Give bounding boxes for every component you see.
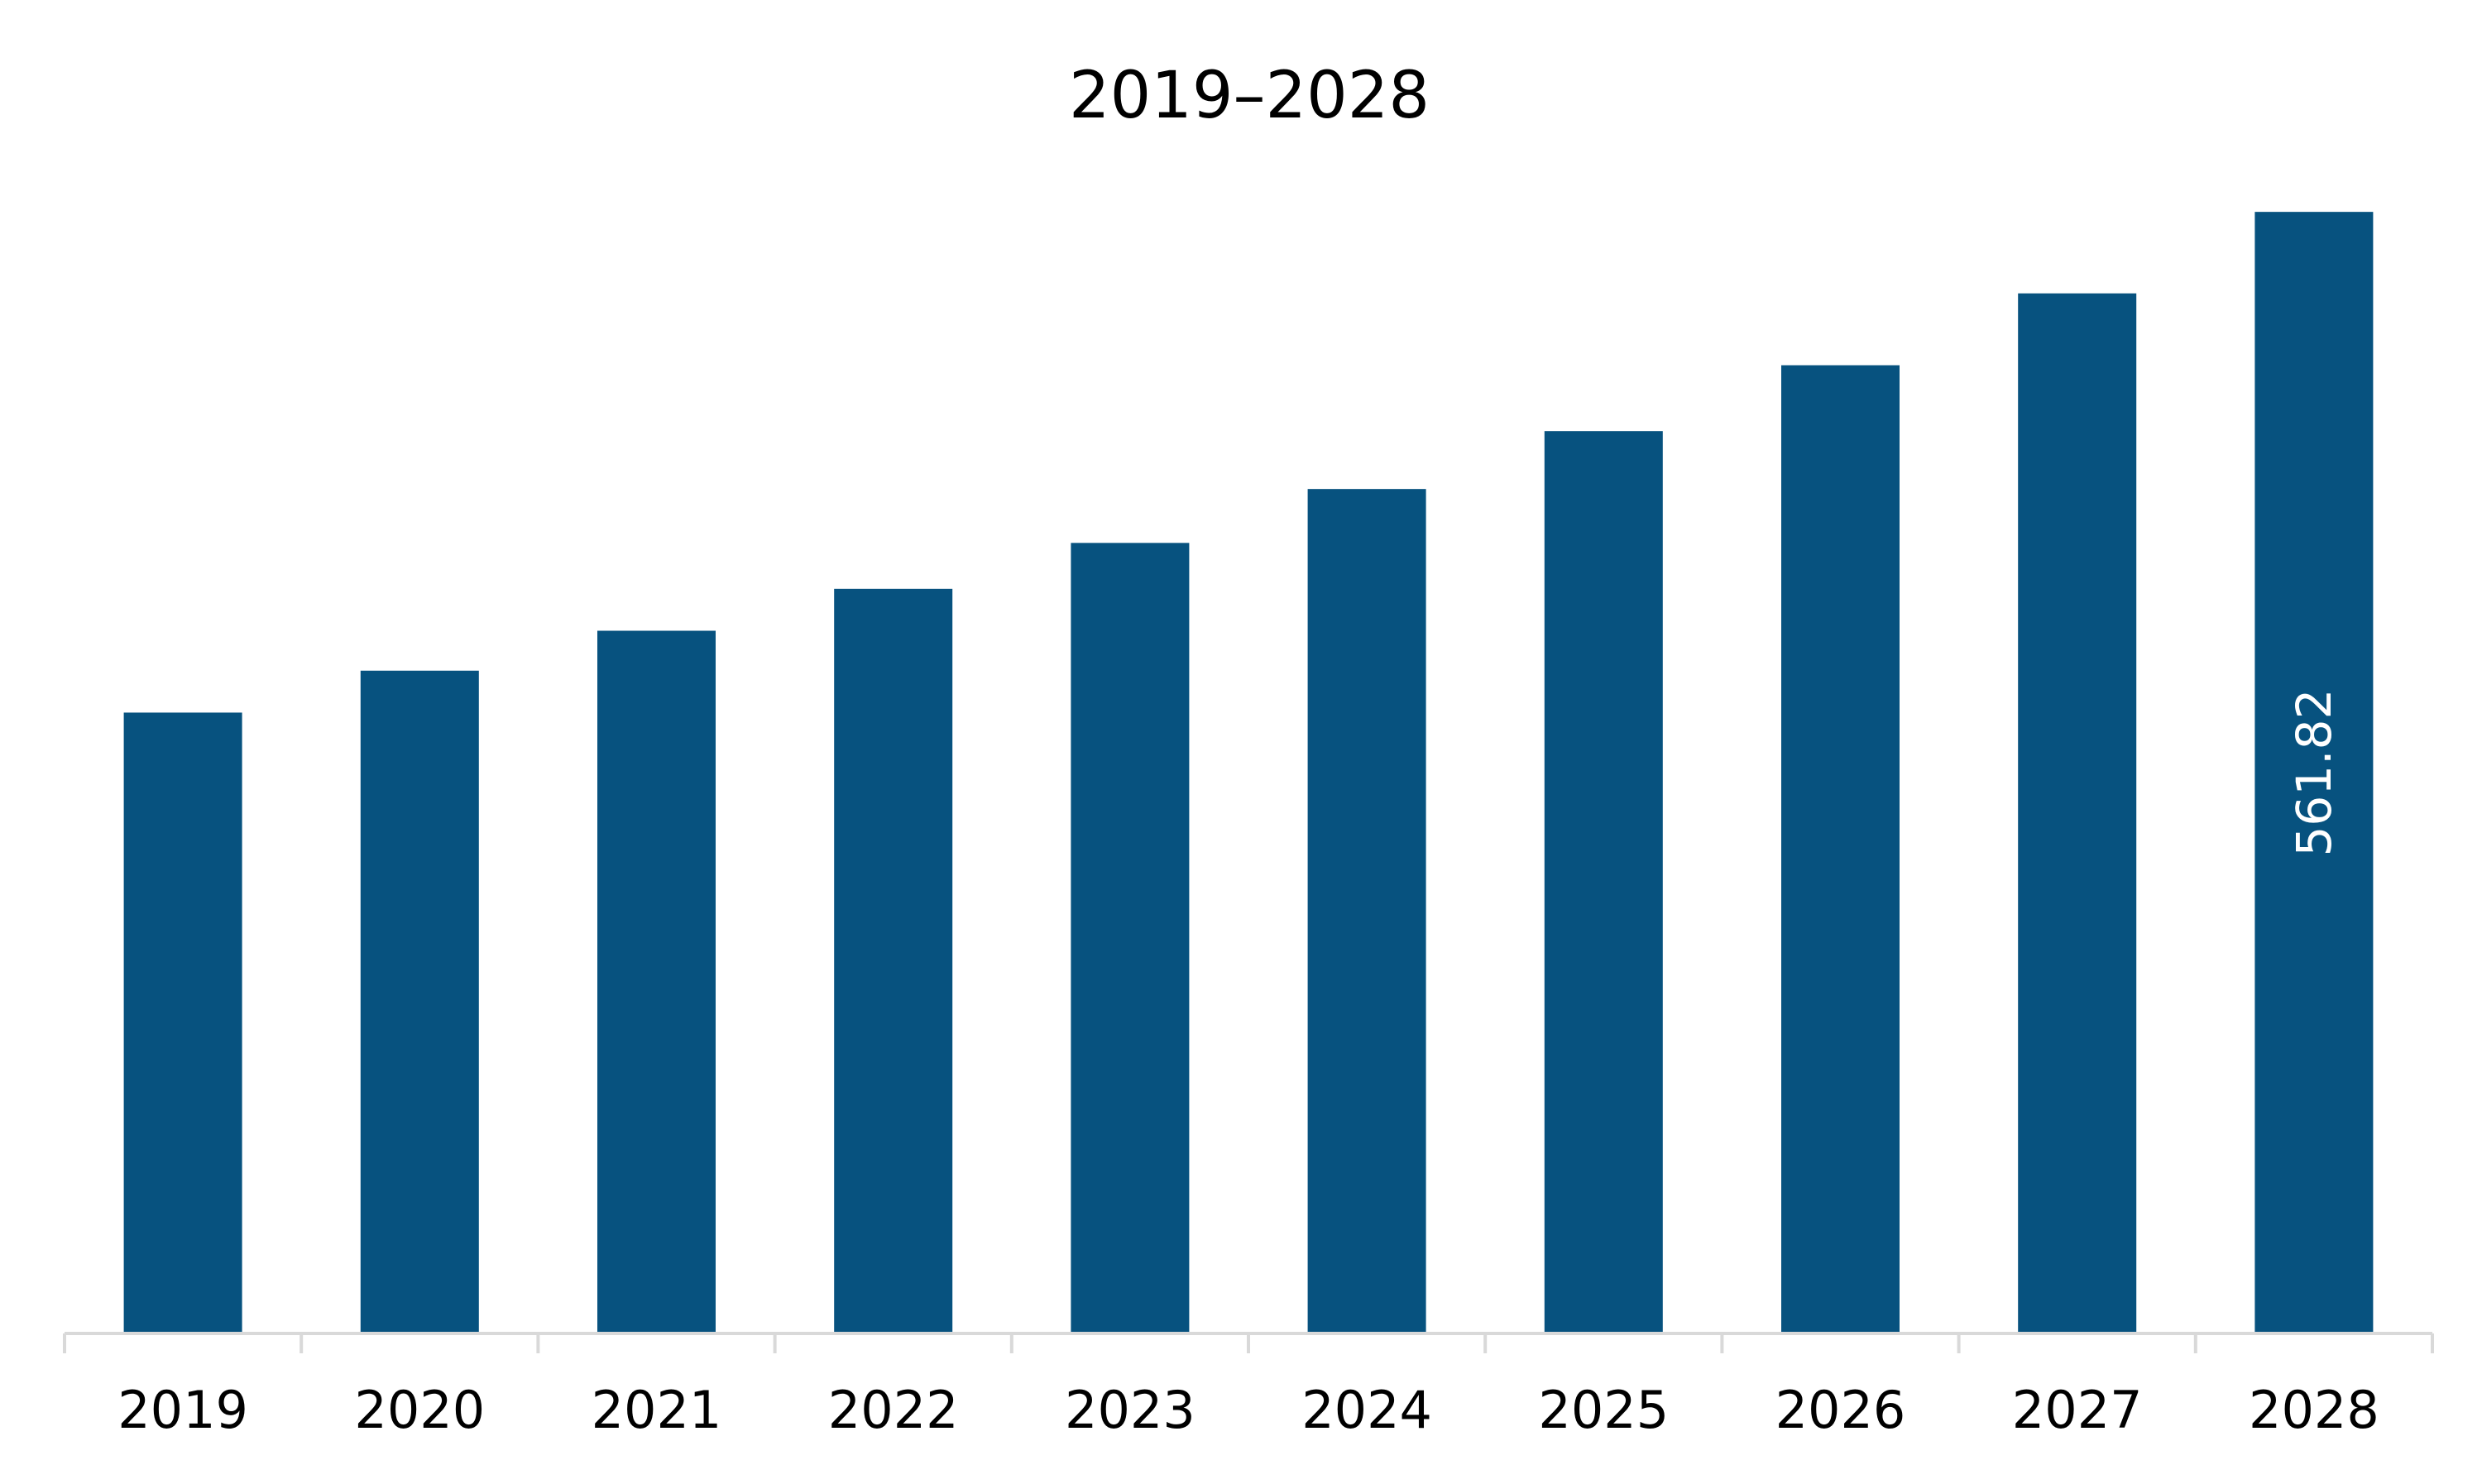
bar-2022	[834, 588, 953, 1333]
x-axis	[63, 1332, 2434, 1353]
x-tick-labels: 2019 2020 2021 2022 2023 2024 2025 2026 2027 2028	[117, 1380, 2379, 1440]
data-labels: 561.82	[2286, 689, 2342, 857]
bars-layer	[123, 212, 2374, 1333]
bar-2024	[1307, 489, 1426, 1333]
x-tick-label-2027: 2027	[2012, 1380, 2143, 1440]
x-tick-label-2022: 2022	[828, 1380, 959, 1440]
x-tick-label-2019: 2019	[117, 1380, 248, 1440]
x-tick-label-2025: 2025	[1538, 1380, 1669, 1440]
bar-2019	[123, 712, 242, 1333]
x-tick-label-2024: 2024	[1301, 1380, 1432, 1440]
data-label-2028: 561.82	[2286, 689, 2342, 857]
bar-2026	[1781, 365, 1900, 1333]
bar-2020	[360, 670, 479, 1333]
x-tick-label-2028: 2028	[2249, 1380, 2379, 1440]
bar-2021	[597, 630, 716, 1333]
x-tick-label-2026: 2026	[1775, 1380, 1906, 1440]
bar-2025	[1544, 431, 1663, 1333]
bar-2027	[2018, 293, 2137, 1333]
x-tick-label-2023: 2023	[1065, 1380, 1195, 1440]
x-tick-label-2020: 2020	[354, 1380, 485, 1440]
bar-2023	[1071, 543, 1190, 1333]
chart-title: 2019–2028	[1069, 59, 1430, 133]
x-tick-label-2021: 2021	[592, 1380, 722, 1440]
bar-2028	[2254, 212, 2374, 1333]
